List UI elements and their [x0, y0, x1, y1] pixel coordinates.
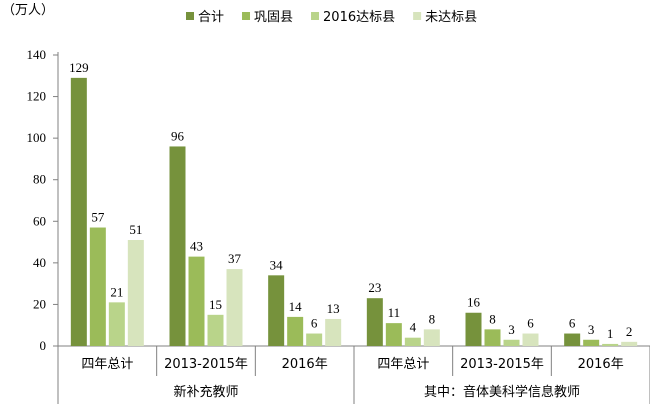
data-label: 3	[508, 322, 515, 337]
x-category-label: 四年总计	[81, 357, 133, 372]
y-tick-label: 40	[33, 255, 46, 270]
data-label: 96	[171, 128, 185, 143]
data-label: 15	[209, 297, 222, 312]
data-label: 51	[129, 222, 142, 237]
bar	[169, 146, 186, 346]
bar	[602, 343, 619, 346]
x-group-label: 其中：音体美科学信息教师	[424, 384, 580, 400]
data-label: 129	[69, 60, 89, 75]
data-label: 8	[429, 311, 436, 326]
y-tick-label: 0	[40, 338, 47, 353]
x-category-label: 2016年	[578, 357, 624, 372]
y-tick-label: 100	[27, 130, 47, 145]
bar	[484, 329, 501, 346]
y-tick-label: 80	[33, 172, 46, 187]
data-label: 3	[588, 322, 595, 337]
bar	[465, 312, 482, 346]
x-category-label: 2013-2015年	[460, 357, 544, 372]
bar	[564, 333, 581, 346]
data-label: 57	[91, 210, 105, 225]
data-label: 11	[388, 305, 401, 320]
x-group-label: 新补充教师	[173, 384, 238, 400]
data-label: 21	[110, 284, 123, 299]
x-category-label: 2013-2015年	[164, 357, 248, 372]
data-label: 6	[311, 316, 318, 331]
bar	[621, 341, 638, 346]
data-label: 43	[190, 239, 203, 254]
bar	[583, 339, 600, 346]
bars	[70, 77, 638, 346]
bar	[306, 333, 323, 346]
bar	[70, 77, 87, 346]
legend-swatch	[413, 12, 422, 20]
y-tick-label: 120	[27, 89, 47, 104]
bar	[188, 256, 205, 346]
legend-swatch	[242, 12, 251, 20]
legend-label: 2016达标县	[323, 10, 395, 25]
data-label: 4	[410, 320, 417, 335]
legend-label: 巩固县	[254, 10, 293, 25]
data-label: 1	[607, 326, 614, 341]
legend-label: 合计	[198, 10, 224, 25]
data-label: 13	[327, 301, 340, 316]
bar	[366, 298, 383, 346]
bar	[503, 339, 520, 346]
data-label: 16	[467, 295, 481, 310]
bar	[226, 269, 243, 346]
legend-label: 未达标县	[425, 10, 477, 25]
x-axis: 四年总计 2013-2015年 2016年 四年总计 2013-2015年 2016年新补…	[57, 345, 650, 404]
legend-swatch	[186, 12, 194, 20]
y-tick-label: 60	[33, 213, 46, 228]
bar	[404, 337, 421, 346]
bar	[287, 316, 304, 346]
bar	[268, 275, 285, 346]
bar	[207, 314, 224, 346]
data-label: 6	[569, 316, 576, 331]
legend-swatch	[311, 12, 320, 20]
data-label: 2	[626, 324, 633, 339]
bar	[108, 302, 125, 346]
y-tick-label: 20	[33, 296, 46, 311]
bar	[385, 323, 402, 346]
y-axis: 0 20 40 60 80 100 120 140	[27, 47, 59, 353]
data-label: 37	[228, 251, 242, 266]
data-label: 23	[368, 280, 381, 295]
legend: 合计 巩固县 2016达标县 未达标县	[186, 10, 477, 25]
bar	[127, 239, 144, 346]
data-label: 8	[489, 311, 496, 326]
bar	[325, 318, 342, 346]
y-tick-label: 140	[27, 47, 47, 62]
bar	[89, 227, 106, 346]
data-label: 6	[527, 316, 534, 331]
x-category-label: 四年总计	[377, 357, 429, 372]
data-label: 14	[289, 299, 303, 314]
x-category-label: 2016年	[282, 357, 328, 372]
bar	[423, 329, 440, 346]
data-label: 34	[270, 257, 284, 272]
bar	[522, 333, 539, 346]
y-unit-label: （万人）	[2, 3, 54, 18]
